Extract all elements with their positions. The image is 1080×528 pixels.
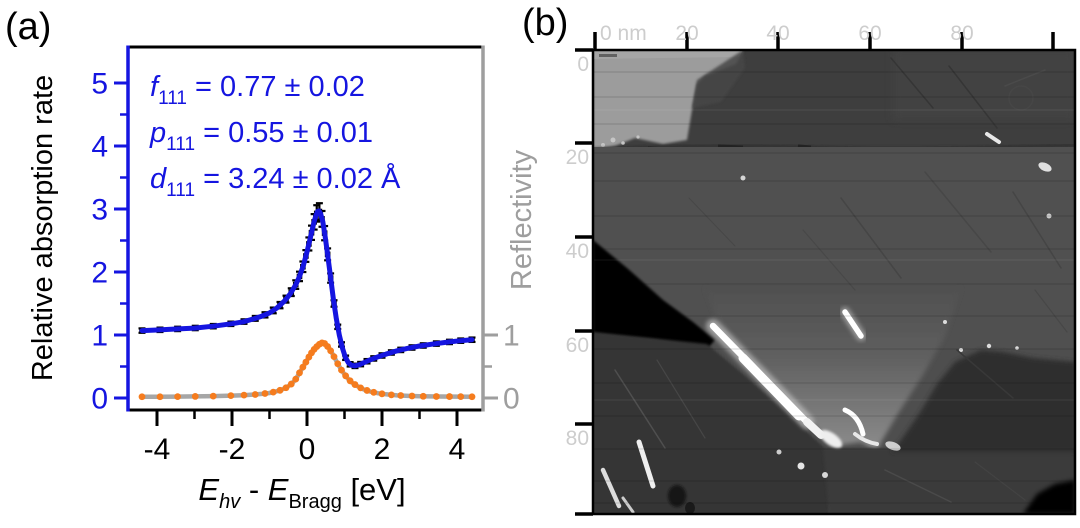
x-axis-title: Ehv - EBragg [eV] bbox=[198, 472, 405, 513]
stm-top-scale-label: 80 bbox=[950, 22, 973, 45]
reflectivity-marker bbox=[269, 388, 277, 396]
reflectivity-marker bbox=[227, 392, 235, 400]
reflectivity-marker bbox=[334, 360, 342, 368]
reflectivity-marker bbox=[296, 369, 303, 377]
stm-left-scale-label: 20 bbox=[566, 146, 589, 169]
x-tick-label: -2 bbox=[219, 433, 246, 466]
right-axis-title: Reflectivity bbox=[506, 149, 538, 290]
stm-light-patch-top-strip bbox=[593, 50, 743, 59]
stm-top-scale-label: 20 bbox=[675, 22, 698, 45]
reflectivity-marker bbox=[468, 393, 476, 401]
left-tick-label: 0 bbox=[91, 383, 108, 416]
panel-b-label: (b) bbox=[522, 2, 569, 44]
reflectivity-marker bbox=[346, 377, 354, 385]
fit-annotation: p111 = 0.55 ± 0.01 bbox=[149, 117, 373, 155]
reflectivity-marker bbox=[370, 388, 378, 396]
reflectivity-marker bbox=[240, 391, 248, 399]
stm-image: 0 nm 20 40 60 80 0 20 40 60 80 bbox=[566, 22, 1077, 516]
stm-left-scale-label: 0 bbox=[577, 53, 589, 76]
reflectivity-marker bbox=[327, 347, 335, 355]
stm-top-left-mark bbox=[599, 54, 617, 57]
fit-annotation: f111 = 0.77 ± 0.02 bbox=[150, 71, 365, 109]
reflectivity-marker bbox=[209, 392, 217, 400]
x-tick-label: 0 bbox=[299, 433, 316, 466]
left-tick-label: 3 bbox=[91, 194, 108, 227]
absorption-reflectivity-chart: 0 1 2 3 4 5 0 1 -4 -2 0 2 4 Relative absorption rate R… bbox=[27, 45, 538, 513]
left-tick-label: 5 bbox=[91, 68, 108, 101]
reflectivity-marker bbox=[387, 391, 395, 399]
stm-black-wedge bbox=[593, 240, 715, 349]
right-tick-label: 0 bbox=[503, 383, 520, 416]
stm-left-scale-label: 60 bbox=[566, 334, 589, 357]
reflectivity-marker bbox=[363, 387, 371, 394]
stm-valley-terrace bbox=[705, 288, 961, 452]
stm-right-terrace bbox=[891, 350, 1075, 452]
stm-bottom-band bbox=[823, 448, 1075, 514]
stm-bright-dashes bbox=[600, 132, 1052, 514]
reflectivity-marker bbox=[397, 392, 405, 399]
left-tick-label: 1 bbox=[91, 320, 108, 353]
reflectivity-marker bbox=[446, 393, 453, 400]
reflectivity-marker bbox=[457, 393, 465, 401]
left-tick-label: 4 bbox=[91, 131, 108, 164]
reflectivity-marker bbox=[299, 363, 307, 371]
reflectivity-marker bbox=[282, 384, 290, 392]
panel-a-label: (a) bbox=[5, 6, 52, 48]
reflectivity-marker bbox=[156, 393, 164, 401]
reflectivity-marker bbox=[408, 392, 416, 400]
reflectivity-marker bbox=[357, 384, 365, 392]
stm-top-scale-label: 60 bbox=[858, 22, 881, 45]
reflectivity-marker bbox=[292, 375, 300, 383]
stm-scratches bbox=[614, 57, 1068, 503]
reflectivity-marker bbox=[338, 366, 345, 374]
left-axis-title: Relative absorption rate bbox=[27, 75, 59, 381]
stm-left-scale-label: 80 bbox=[566, 427, 589, 450]
reflectivity-marker bbox=[261, 390, 269, 397]
stm-dark-spot bbox=[668, 485, 686, 507]
stm-left-scale-label: 40 bbox=[566, 240, 589, 263]
right-tick-label: 1 bbox=[503, 320, 520, 353]
stm-scan-lines-light bbox=[593, 109, 1075, 401]
reflectivity-marker bbox=[276, 386, 284, 394]
x-tick-label: -4 bbox=[144, 433, 171, 466]
reflectivity-marker bbox=[191, 393, 199, 400]
reflectivity-marker bbox=[302, 358, 310, 366]
stm-dark-spot-small bbox=[685, 502, 695, 514]
reflectivity-marker bbox=[419, 392, 427, 400]
stm-image-frame bbox=[591, 48, 1077, 516]
reflectivity-marker bbox=[432, 393, 440, 400]
stm-patch-specks bbox=[601, 135, 640, 147]
left-tick-label: 2 bbox=[91, 257, 108, 290]
reflectivity-fit-line bbox=[139, 340, 475, 399]
reflectivity-marker bbox=[342, 372, 350, 380]
reflectivity-data-points bbox=[138, 339, 476, 401]
stm-scale-ticks bbox=[575, 32, 1055, 516]
reflectivity-marker bbox=[251, 391, 259, 398]
stm-right-terrace-specks bbox=[943, 320, 1019, 352]
stm-bright-streak bbox=[706, 319, 901, 478]
stm-scan-lines bbox=[593, 71, 1075, 504]
stm-upper-right-tone bbox=[893, 50, 1075, 120]
reflectivity-marker bbox=[138, 393, 146, 401]
fit-annotation: d111 = 3.24 ± 0.02 Å bbox=[150, 162, 401, 201]
x-tick-label: 2 bbox=[374, 433, 391, 466]
reflectivity-marker bbox=[330, 353, 338, 361]
stm-top-scale-label: 0 nm bbox=[600, 22, 647, 45]
reflectivity-marker bbox=[351, 381, 359, 388]
reflectivity-marker bbox=[174, 393, 182, 400]
stm-lower-left-terrace bbox=[593, 332, 833, 514]
absorption-fit-line bbox=[139, 208, 475, 369]
stm-scale-labels: 0 nm 20 40 60 80 0 20 40 60 80 bbox=[566, 22, 974, 450]
x-tick-label: 4 bbox=[449, 433, 466, 466]
reflectivity-marker bbox=[287, 380, 295, 388]
stm-corner-black-blob bbox=[1023, 480, 1075, 514]
reflectivity-marker bbox=[378, 390, 386, 398]
stm-top-scale-label: 40 bbox=[766, 22, 789, 45]
stm-staircase-wedge bbox=[692, 50, 745, 108]
